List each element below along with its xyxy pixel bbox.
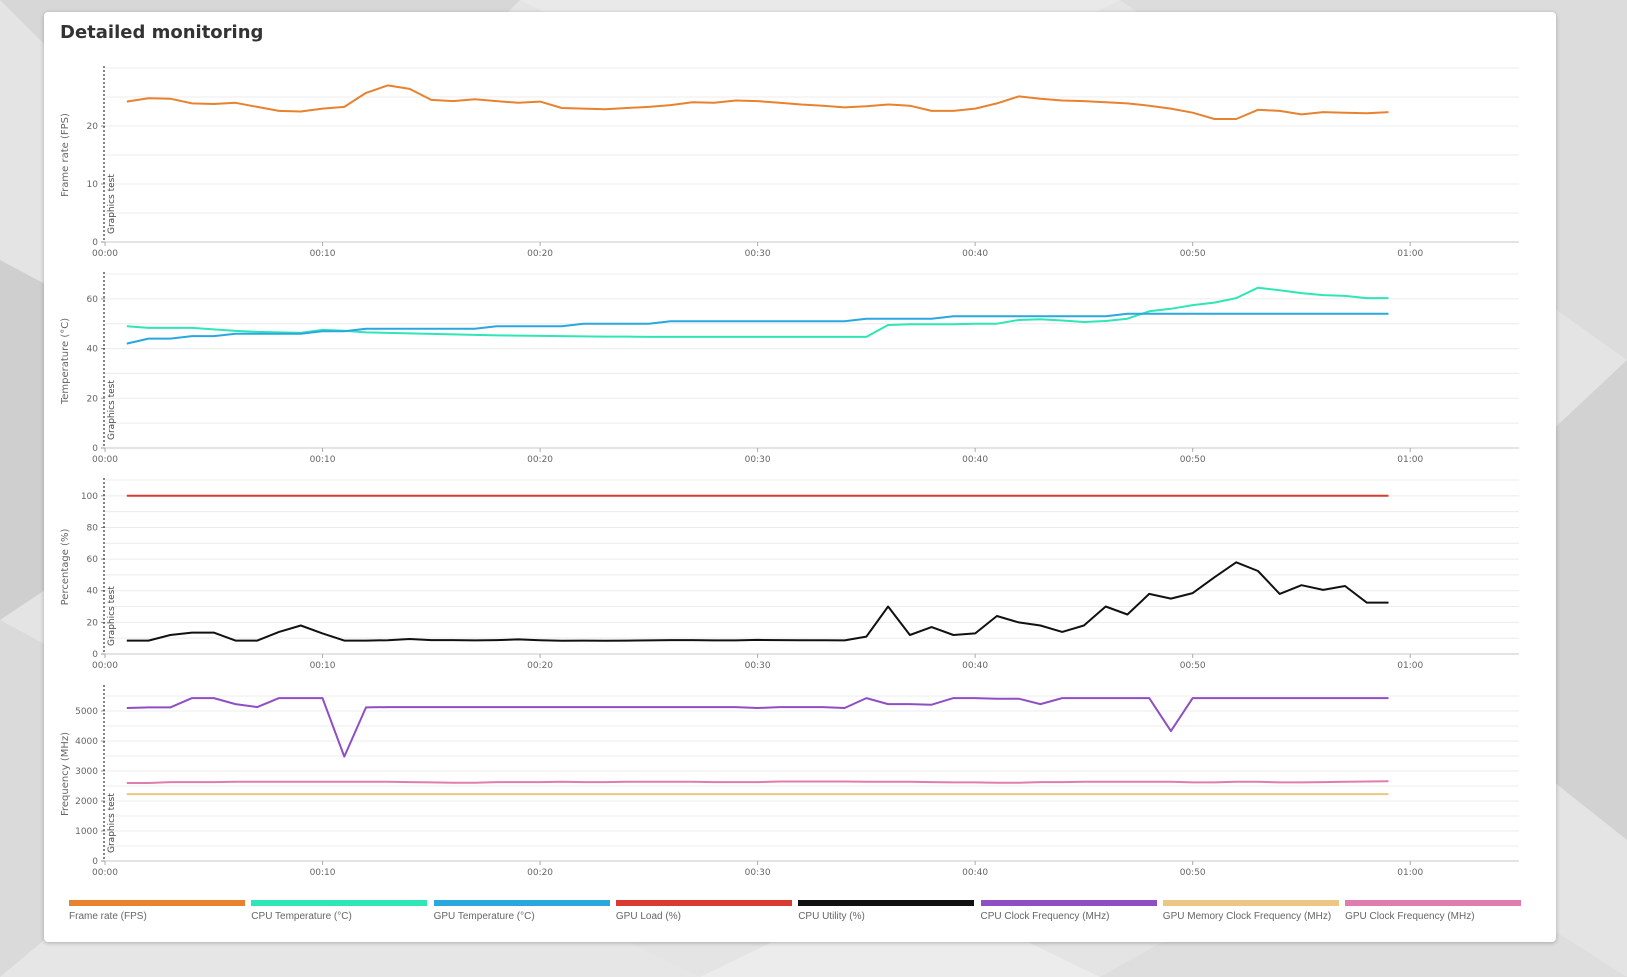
x-tick-label: 00:30 [745,868,771,878]
y-tick-label: 5000 [75,707,98,717]
x-tick-label: 00:50 [1180,455,1206,465]
series-line-frame-rate-fps [126,84,1389,120]
x-tick-label: 00:40 [962,249,988,259]
x-tick-label: 00:10 [310,249,336,259]
legend-label: GPU Load (%) [615,911,681,922]
x-tick-label: 00:40 [962,455,988,465]
legend-item[interactable]: GPU Clock Frequency (MHz) [1345,900,1522,922]
series-line-gpu-temperature-c [126,312,1389,345]
x-tick-label: 01:00 [1397,249,1423,259]
x-tick-label: 00:00 [92,249,118,259]
legend-swatch [251,900,428,906]
legend-label: GPU Memory Clock Frequency (MHz) [1162,911,1332,922]
y-tick-label: 0 [92,857,98,867]
y-tick-label: 10 [87,180,99,190]
series-line-cpu-temperature-c [126,286,1389,338]
y-tick-label: 20 [87,122,99,132]
event-marker-label: Graphics test [107,174,117,234]
x-tick-label: 00:40 [962,661,988,671]
x-tick-label: 00:20 [527,868,553,878]
y-axis-label: Temperature (°C) [60,318,71,405]
x-tick-label: 01:00 [1397,868,1423,878]
legend-swatch [433,900,610,906]
y-tick-label: 0 [92,444,98,454]
legend-item[interactable]: GPU Load (%) [615,900,792,922]
legend-item[interactable]: CPU Clock Frequency (MHz) [980,900,1157,922]
x-tick-label: 00:30 [745,661,771,671]
x-tick-label: 00:30 [745,249,771,259]
legend-swatch [980,900,1157,906]
y-tick-label: 80 [87,523,99,533]
x-tick-label: 01:00 [1397,661,1423,671]
legend-item[interactable]: CPU Temperature (°C) [251,900,428,922]
y-tick-label: 60 [87,295,99,305]
y-tick-label: 0 [92,650,98,660]
legend-swatch [69,900,245,906]
y-tick-label: 100 [81,492,98,502]
x-tick-label: 00:40 [962,868,988,878]
monitoring-card: Detailed monitoring 0 10 20 00:00 00:10 00:20… [44,12,1556,942]
y-tick-label: 2000 [75,797,98,807]
legend-item[interactable]: GPU Temperature (°C) [433,900,610,922]
x-tick-label: 01:00 [1397,455,1423,465]
series-line-gpu-clock-frequency-mhz [126,780,1389,784]
x-tick-label: 00:20 [527,455,553,465]
y-axis-label: Percentage (%) [60,529,71,606]
x-tick-label: 00:00 [92,661,118,671]
x-tick-label: 00:20 [527,661,553,671]
y-tick-label: 3000 [75,767,98,777]
y-axis-label: Frame rate (FPS) [60,113,71,197]
legend-label: CPU Clock Frequency (MHz) [980,911,1110,922]
y-tick-label: 40 [87,587,99,597]
x-tick-label: 00:00 [92,455,118,465]
series-line-cpu-utility [126,561,1389,642]
chart-panel-1: 0 10 20 00:00 00:10 00:20 00:30 00:40 00:50 01:00… [60,66,1519,259]
x-tick-label: 00:20 [527,249,553,259]
legend-swatch [615,900,792,906]
legend-swatch [798,900,975,906]
x-tick-label: 00:10 [310,661,336,671]
legend-item[interactable]: GPU Memory Clock Frequency (MHz) [1162,900,1339,922]
x-tick-label: 00:50 [1180,868,1206,878]
y-tick-label: 4000 [75,737,98,747]
legend-swatch [1162,900,1339,906]
legend-swatch [1345,900,1522,906]
legend-item[interactable]: Frame rate (FPS) [69,900,245,922]
chart-panel-4: 0 1000 2000 3000 4000 5000 00:00 00:10 00:20 00:3… [60,685,1519,878]
y-tick-label: 0 [92,238,98,248]
legend-label: GPU Clock Frequency (MHz) [1345,911,1475,922]
y-axis-label: Frequency (MHz) [60,732,71,816]
legend-label: CPU Temperature (°C) [251,911,352,922]
legend-item[interactable]: CPU Utility (%) [798,900,975,922]
x-tick-label: 00:10 [310,868,336,878]
charts-area: 0 10 20 00:00 00:10 00:20 00:30 00:40 00:50 01:00… [60,66,1519,878]
x-tick-label: 00:30 [745,455,771,465]
legend-label: Frame rate (FPS) [69,911,147,922]
legend-label: GPU Temperature (°C) [433,911,535,922]
event-marker-label: Graphics test [107,380,117,440]
page-title: Detailed monitoring [60,22,264,43]
x-tick-label: 00:50 [1180,249,1206,259]
legend-label: CPU Utility (%) [798,911,865,922]
y-tick-label: 20 [87,394,99,404]
y-tick-label: 40 [87,345,99,355]
x-tick-label: 00:50 [1180,661,1206,671]
chart-panel-3: 0 20 40 60 80 100 00:00 00:10 00:20 00:30 00:40 00:… [60,478,1519,671]
event-marker-label: Graphics test [107,586,117,646]
x-tick-label: 00:10 [310,455,336,465]
x-tick-label: 00:00 [92,868,118,878]
y-tick-label: 1000 [75,827,98,837]
chart-panel-2: 0 20 40 60 00:00 00:10 00:20 00:30 00:40 00:50 01:… [60,272,1519,465]
y-tick-label: 60 [87,555,99,565]
series-line-cpu-clock-frequency-mhz [126,697,1389,758]
y-tick-label: 20 [87,618,99,628]
event-marker-label: Graphics test [107,793,117,853]
